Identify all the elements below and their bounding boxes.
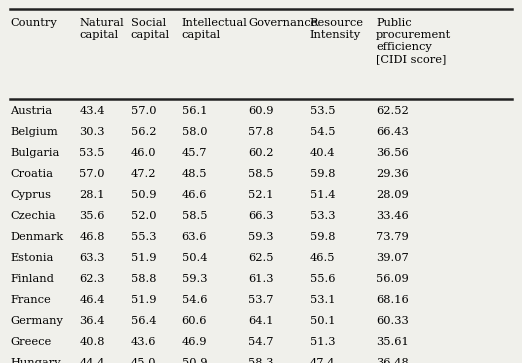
Text: 51.9: 51.9 bbox=[130, 295, 156, 305]
Text: 43.4: 43.4 bbox=[79, 106, 105, 116]
Text: 48.5: 48.5 bbox=[182, 169, 207, 179]
Text: 40.8: 40.8 bbox=[79, 337, 105, 347]
Text: 46.0: 46.0 bbox=[130, 148, 156, 158]
Text: 58.0: 58.0 bbox=[182, 127, 207, 137]
Text: 40.4: 40.4 bbox=[310, 148, 335, 158]
Text: 55.3: 55.3 bbox=[130, 232, 156, 242]
Text: 54.5: 54.5 bbox=[310, 127, 335, 137]
Text: 33.46: 33.46 bbox=[376, 211, 409, 221]
Text: Germany: Germany bbox=[10, 316, 63, 326]
Text: 53.3: 53.3 bbox=[310, 211, 335, 221]
Text: 58.5: 58.5 bbox=[182, 211, 207, 221]
Text: 51.9: 51.9 bbox=[130, 253, 156, 263]
Text: 59.3: 59.3 bbox=[182, 274, 207, 284]
Text: 53.5: 53.5 bbox=[310, 106, 335, 116]
Text: 57.0: 57.0 bbox=[79, 169, 105, 179]
Text: 59.8: 59.8 bbox=[310, 169, 335, 179]
Text: Public
procurement
efficiency
[CIDI score]: Public procurement efficiency [CIDI scor… bbox=[376, 18, 452, 64]
Text: 57.0: 57.0 bbox=[130, 106, 156, 116]
Text: 29.36: 29.36 bbox=[376, 169, 409, 179]
Text: 62.3: 62.3 bbox=[79, 274, 105, 284]
Text: Hungary: Hungary bbox=[10, 358, 61, 363]
Text: 61.3: 61.3 bbox=[248, 274, 274, 284]
Text: 28.09: 28.09 bbox=[376, 190, 409, 200]
Text: Czechia: Czechia bbox=[10, 211, 56, 221]
Text: 30.3: 30.3 bbox=[79, 127, 105, 137]
Text: 43.6: 43.6 bbox=[130, 337, 156, 347]
Text: Intellectual
capital: Intellectual capital bbox=[182, 18, 247, 40]
Text: 47.2: 47.2 bbox=[130, 169, 156, 179]
Text: Finland: Finland bbox=[10, 274, 54, 284]
Text: 68.16: 68.16 bbox=[376, 295, 409, 305]
Text: 51.4: 51.4 bbox=[310, 190, 335, 200]
Text: 46.4: 46.4 bbox=[79, 295, 105, 305]
Text: 54.7: 54.7 bbox=[248, 337, 274, 347]
Text: Denmark: Denmark bbox=[10, 232, 64, 242]
Text: 60.33: 60.33 bbox=[376, 316, 409, 326]
Text: 36.4: 36.4 bbox=[79, 316, 105, 326]
Text: 46.8: 46.8 bbox=[79, 232, 105, 242]
Text: 50.1: 50.1 bbox=[310, 316, 335, 326]
Text: 56.2: 56.2 bbox=[130, 127, 156, 137]
Text: 35.61: 35.61 bbox=[376, 337, 409, 347]
Text: 46.6: 46.6 bbox=[182, 190, 207, 200]
Text: Natural
capital: Natural capital bbox=[79, 18, 124, 40]
Text: 36.48: 36.48 bbox=[376, 358, 409, 363]
Text: 73.79: 73.79 bbox=[376, 232, 409, 242]
Text: Resource
Intensity: Resource Intensity bbox=[310, 18, 364, 40]
Text: 66.3: 66.3 bbox=[248, 211, 274, 221]
Text: 55.6: 55.6 bbox=[310, 274, 335, 284]
Text: 52.1: 52.1 bbox=[248, 190, 274, 200]
Text: 54.6: 54.6 bbox=[182, 295, 207, 305]
Text: 60.6: 60.6 bbox=[182, 316, 207, 326]
Text: 46.9: 46.9 bbox=[182, 337, 207, 347]
Text: Country: Country bbox=[10, 18, 57, 28]
Text: 47.4: 47.4 bbox=[310, 358, 335, 363]
Text: 44.4: 44.4 bbox=[79, 358, 105, 363]
Text: 62.52: 62.52 bbox=[376, 106, 409, 116]
Text: 50.4: 50.4 bbox=[182, 253, 207, 263]
Text: Social
capital: Social capital bbox=[130, 18, 170, 40]
Text: 59.3: 59.3 bbox=[248, 232, 274, 242]
Text: Belgium: Belgium bbox=[10, 127, 58, 137]
Text: 45.0: 45.0 bbox=[130, 358, 156, 363]
Text: 35.6: 35.6 bbox=[79, 211, 105, 221]
Text: Cyprus: Cyprus bbox=[10, 190, 51, 200]
Text: 58.3: 58.3 bbox=[248, 358, 274, 363]
Text: Austria: Austria bbox=[10, 106, 52, 116]
Text: 62.5: 62.5 bbox=[248, 253, 274, 263]
Text: Croatia: Croatia bbox=[10, 169, 53, 179]
Text: 56.09: 56.09 bbox=[376, 274, 409, 284]
Text: Bulgaria: Bulgaria bbox=[10, 148, 60, 158]
Text: 64.1: 64.1 bbox=[248, 316, 274, 326]
Text: Governance: Governance bbox=[248, 18, 317, 28]
Text: 28.1: 28.1 bbox=[79, 190, 105, 200]
Text: 53.1: 53.1 bbox=[310, 295, 335, 305]
Text: 50.9: 50.9 bbox=[130, 190, 156, 200]
Text: 58.8: 58.8 bbox=[130, 274, 156, 284]
Text: Greece: Greece bbox=[10, 337, 52, 347]
Text: 50.9: 50.9 bbox=[182, 358, 207, 363]
Text: France: France bbox=[10, 295, 51, 305]
Text: 58.5: 58.5 bbox=[248, 169, 274, 179]
Text: 53.5: 53.5 bbox=[79, 148, 105, 158]
Text: 63.6: 63.6 bbox=[182, 232, 207, 242]
Text: 66.43: 66.43 bbox=[376, 127, 409, 137]
Text: 52.0: 52.0 bbox=[130, 211, 156, 221]
Text: 46.5: 46.5 bbox=[310, 253, 335, 263]
Text: 39.07: 39.07 bbox=[376, 253, 409, 263]
Text: 59.8: 59.8 bbox=[310, 232, 335, 242]
Text: 60.9: 60.9 bbox=[248, 106, 274, 116]
Text: 63.3: 63.3 bbox=[79, 253, 105, 263]
Text: 51.3: 51.3 bbox=[310, 337, 335, 347]
Text: 56.4: 56.4 bbox=[130, 316, 156, 326]
Text: 56.1: 56.1 bbox=[182, 106, 207, 116]
Text: 53.7: 53.7 bbox=[248, 295, 274, 305]
Text: 57.8: 57.8 bbox=[248, 127, 274, 137]
Text: 60.2: 60.2 bbox=[248, 148, 274, 158]
Text: Estonia: Estonia bbox=[10, 253, 54, 263]
Text: 45.7: 45.7 bbox=[182, 148, 207, 158]
Text: 36.56: 36.56 bbox=[376, 148, 409, 158]
